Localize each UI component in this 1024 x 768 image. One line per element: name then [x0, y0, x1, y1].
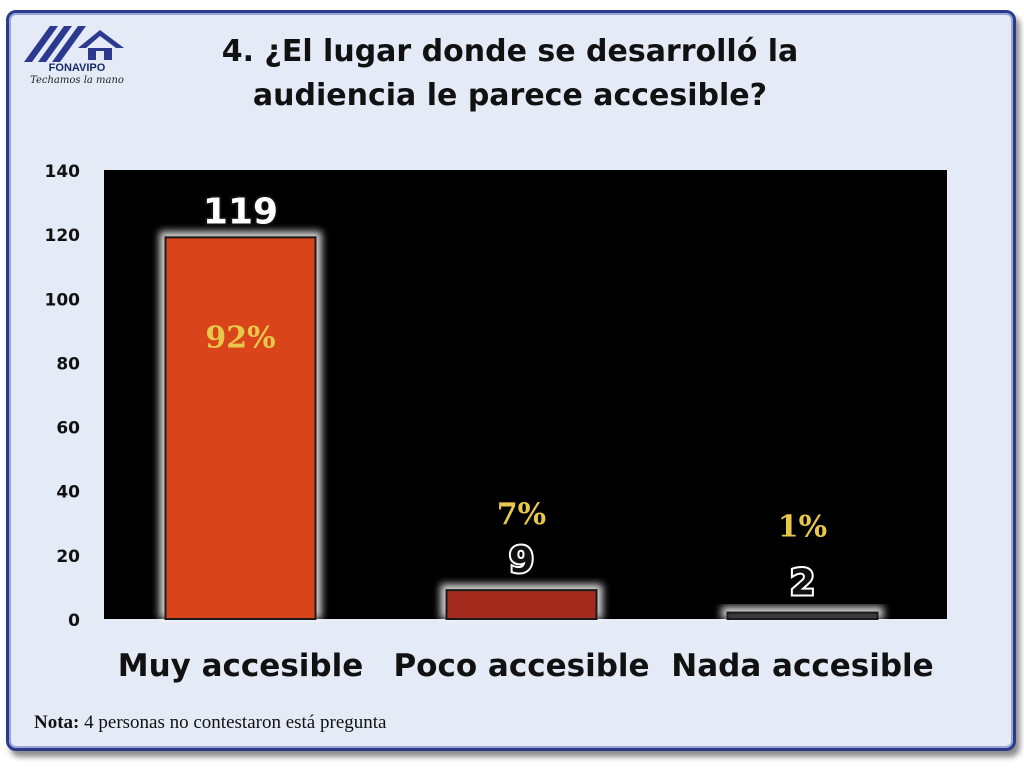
footnote-text: 4 personas no contestaron está pregunta	[79, 712, 387, 733]
footnote-label: Nota:	[34, 712, 80, 733]
x-category-label: Nada accesible	[671, 648, 933, 684]
value-label: 119	[203, 191, 278, 232]
logo-name: FONAVIPO	[48, 62, 106, 74]
logo-tagline: Techamos la mano	[30, 75, 124, 86]
y-tick-label: 120	[45, 226, 81, 246]
y-tick-label: 40	[56, 483, 80, 503]
house-logo-icon	[24, 26, 124, 62]
percent-label: 1%	[778, 510, 827, 545]
x-category-label: Muy accesible	[118, 648, 364, 684]
value-label: 9	[509, 540, 534, 581]
bar	[445, 589, 598, 621]
footnote: Nota: 4 personas no contestaron está pre…	[34, 712, 386, 734]
bar	[726, 611, 879, 620]
y-tick-label: 60	[56, 419, 80, 439]
bar	[164, 236, 317, 620]
percent-label: 7%	[497, 497, 546, 532]
y-tick-label: 100	[45, 290, 81, 310]
percent-label: 92%	[205, 320, 275, 355]
y-tick-label: 80	[56, 354, 80, 374]
value-label: 2	[790, 563, 815, 604]
y-tick-label: 140	[45, 162, 81, 182]
y-tick-label: 0	[68, 611, 80, 631]
fonavipo-logo: FONAVIPO Techamos la mano	[16, 18, 138, 88]
y-tick-label: 20	[56, 547, 80, 567]
x-category-label: Poco accesible	[393, 648, 649, 684]
page-title: 4. ¿El lugar donde se desarrolló la audi…	[221, 34, 799, 113]
